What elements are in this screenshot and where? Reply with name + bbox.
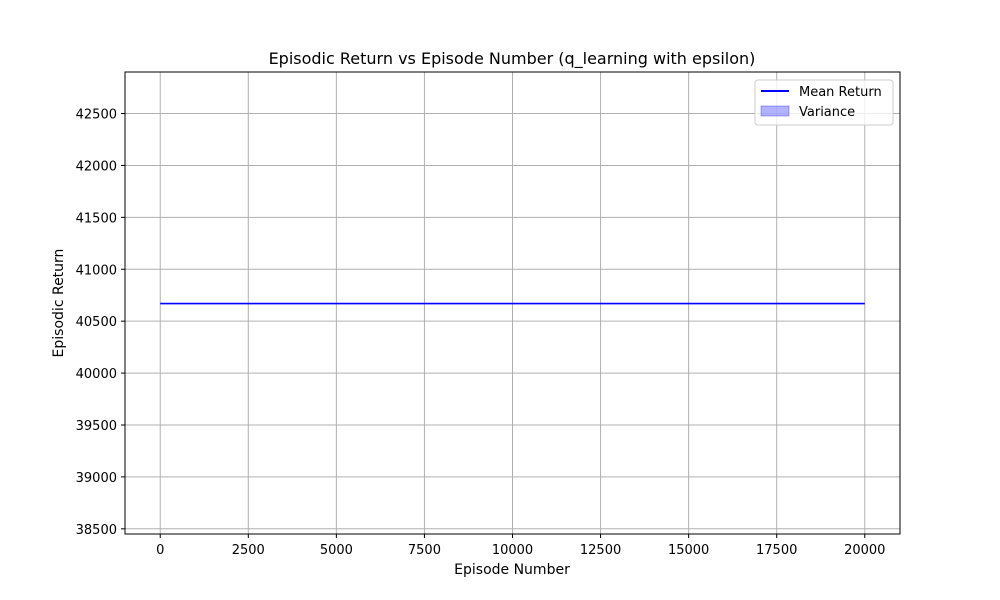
y-tick-label: 42000: [76, 159, 117, 174]
x-tick-label: 0: [156, 543, 164, 558]
x-tick-label: 20000: [844, 543, 885, 558]
x-tick-label: 10000: [492, 543, 533, 558]
x-tick-label: 5000: [320, 543, 353, 558]
x-tick-label: 15000: [668, 543, 709, 558]
y-tick-label: 41500: [76, 211, 117, 226]
x-tick-label: 2500: [232, 543, 265, 558]
y-tick-label: 38500: [76, 523, 117, 538]
chart-title: Episodic Return vs Episode Number (q_lea…: [269, 49, 756, 69]
grid: [125, 72, 900, 534]
x-axis-label: Episode Number: [454, 562, 570, 578]
legend-variance-label: Variance: [799, 105, 855, 120]
y-tick-label: 40000: [76, 367, 117, 382]
y-tick-label: 40500: [76, 315, 117, 330]
y-axis-ticks: 38500 39000 39500 40000 40500 41000 41500 42000…: [76, 108, 125, 538]
y-tick-label: 39500: [76, 419, 117, 434]
legend-variance-swatch: [760, 105, 790, 117]
y-axis-label: Episodic Return: [51, 249, 67, 358]
legend-mean-return-label: Mean Return: [799, 85, 882, 100]
x-axis-ticks: 0 2500 5000 7500 10000 12500 15000 17500 20000: [156, 534, 885, 558]
y-tick-label: 39000: [76, 471, 117, 486]
x-tick-label: 12500: [580, 543, 621, 558]
y-tick-label: 41000: [76, 263, 117, 278]
x-tick-label: 17500: [756, 543, 797, 558]
y-tick-label: 42500: [76, 108, 117, 123]
legend-box: [754, 79, 894, 126]
legend: Mean Return Variance: [754, 79, 894, 126]
x-tick-label: 7500: [408, 543, 441, 558]
